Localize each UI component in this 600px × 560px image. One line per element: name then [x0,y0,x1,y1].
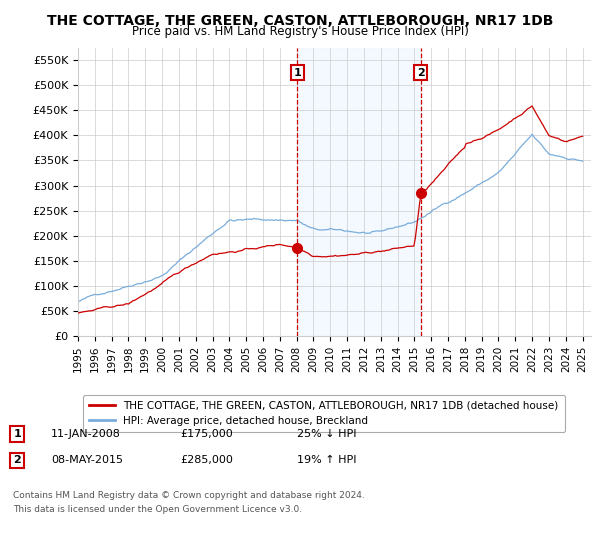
Text: 11-JAN-2008: 11-JAN-2008 [51,429,121,439]
Legend: THE COTTAGE, THE GREEN, CASTON, ATTLEBOROUGH, NR17 1DB (detached house), HPI: Av: THE COTTAGE, THE GREEN, CASTON, ATTLEBOR… [83,395,565,432]
Text: 19% ↑ HPI: 19% ↑ HPI [297,455,356,465]
Text: 1: 1 [293,68,301,78]
Text: £175,000: £175,000 [180,429,233,439]
Text: THE COTTAGE, THE GREEN, CASTON, ATTLEBOROUGH, NR17 1DB: THE COTTAGE, THE GREEN, CASTON, ATTLEBOR… [47,14,553,28]
Text: Contains HM Land Registry data © Crown copyright and database right 2024.: Contains HM Land Registry data © Crown c… [13,491,365,500]
Text: Price paid vs. HM Land Registry's House Price Index (HPI): Price paid vs. HM Land Registry's House … [131,25,469,38]
Bar [298,48,421,336]
Text: 25% ↓ HPI: 25% ↓ HPI [297,429,356,439]
Text: 2: 2 [417,68,424,78]
Text: 2: 2 [13,455,21,465]
Text: This data is licensed under the Open Government Licence v3.0.: This data is licensed under the Open Gov… [13,505,302,514]
Text: 1: 1 [13,429,21,439]
Text: 08-MAY-2015: 08-MAY-2015 [51,455,123,465]
Text: £285,000: £285,000 [180,455,233,465]
